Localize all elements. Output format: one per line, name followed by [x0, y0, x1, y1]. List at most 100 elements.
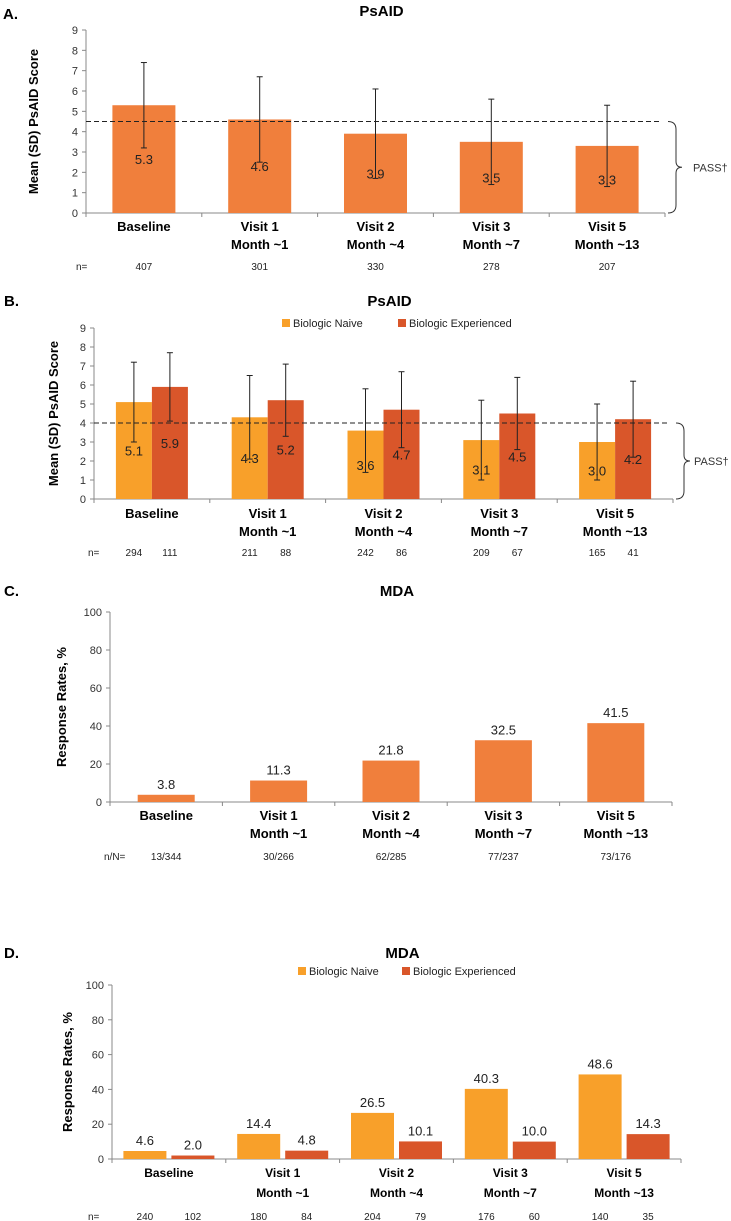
n-value: 30/266: [263, 852, 294, 863]
n-value: 13/344: [151, 852, 182, 863]
y-tick-label: 3: [80, 437, 86, 449]
y-tick-label: 7: [80, 361, 86, 373]
n-value: 407: [136, 262, 153, 273]
category-label: Month ~1: [256, 1186, 309, 1200]
y-tick-label: 100: [84, 607, 102, 619]
category-label: Month ~1: [231, 237, 288, 252]
y-tick-label: 80: [90, 645, 102, 657]
n-value: 207: [599, 262, 616, 273]
data-label: 3.9: [366, 166, 384, 181]
data-label: 3.6: [356, 458, 374, 473]
y-tick-label: 5: [72, 106, 78, 118]
pass-label: PASS†: [693, 162, 728, 174]
legend-label: Biologic Naive: [309, 966, 379, 978]
data-label: 14.3: [635, 1116, 660, 1131]
panel-letter: C.: [4, 583, 19, 600]
data-label: 4.6: [136, 1133, 154, 1148]
category-label: Month ~4: [347, 237, 405, 252]
data-label: 4.7: [392, 447, 410, 462]
n-value: 111: [162, 548, 178, 559]
y-tick-label: 80: [92, 1015, 104, 1027]
n-value: 301: [251, 262, 268, 273]
y-tick-label: 4: [72, 127, 78, 139]
y-tick-label: 8: [72, 45, 78, 57]
y-axis-label: Mean (SD) PsAID Score: [46, 341, 61, 486]
n-value: 79: [415, 1212, 427, 1221]
y-tick-label: 2: [72, 167, 78, 179]
y-tick-label: 20: [92, 1119, 104, 1131]
panel-letter: B.: [4, 293, 19, 310]
category-label: Month ~7: [484, 1186, 537, 1200]
n-value: 60: [529, 1212, 541, 1221]
y-tick-label: 1: [80, 475, 86, 487]
y-tick-label: 100: [86, 980, 104, 992]
category-label: Visit 3: [484, 808, 522, 823]
data-label: 14.4: [246, 1116, 271, 1131]
category-label: Month ~7: [475, 826, 532, 841]
n-value: 278: [483, 262, 500, 273]
legend-swatch: [398, 319, 406, 327]
y-tick-label: 1: [72, 188, 78, 200]
n-value: 102: [185, 1212, 202, 1221]
y-tick-label: 3: [72, 147, 78, 159]
data-label: 3.5: [482, 170, 500, 185]
category-label: Month ~7: [463, 237, 520, 252]
legend-swatch: [298, 967, 306, 975]
bar: [123, 1150, 167, 1159]
data-label: 48.6: [587, 1056, 612, 1071]
category-label: Month ~1: [250, 826, 307, 841]
n-value: 211: [242, 548, 258, 559]
data-label: 10.0: [522, 1124, 547, 1139]
n-value: 86: [396, 548, 408, 559]
data-label: 4.3: [241, 451, 259, 466]
bar: [362, 760, 420, 802]
n-row-prefix: n/N=: [104, 852, 126, 863]
y-tick-label: 0: [96, 797, 102, 809]
y-tick-label: 6: [80, 380, 86, 392]
n-value: 41: [628, 548, 640, 559]
n-value: 330: [367, 262, 384, 273]
category-label: Baseline: [125, 506, 178, 521]
bar: [464, 1088, 508, 1159]
category-label: Visit 5: [607, 1166, 642, 1180]
y-tick-label: 0: [80, 494, 86, 506]
y-axis-label: Response Rates, %: [60, 1012, 75, 1132]
n-value: 240: [137, 1212, 154, 1221]
n-value: 84: [301, 1212, 313, 1221]
y-tick-label: 2: [80, 456, 86, 468]
data-label: 5.2: [277, 443, 295, 458]
pass-brace: [667, 121, 683, 214]
y-tick-label: 8: [80, 342, 86, 354]
data-label: 4.6: [251, 159, 269, 174]
legend-swatch: [282, 319, 290, 327]
category-label: Visit 1: [260, 808, 298, 823]
category-label: Visit 2: [364, 506, 402, 521]
bar: [237, 1133, 281, 1159]
y-tick-label: 9: [72, 25, 78, 37]
y-axis-label: Mean (SD) PsAID Score: [26, 49, 41, 194]
data-label: 21.8: [378, 743, 403, 758]
bar: [351, 1112, 394, 1159]
y-tick-label: 5: [80, 399, 86, 411]
n-value: 294: [126, 548, 143, 559]
y-tick-label: 40: [92, 1084, 104, 1096]
y-tick-label: 40: [90, 721, 102, 733]
bar: [474, 740, 532, 802]
n-value: 242: [357, 548, 374, 559]
chart-title: PsAID: [359, 3, 403, 20]
legend-label: Biologic Naive: [293, 318, 363, 330]
data-label: 4.2: [624, 452, 642, 467]
bar: [171, 1155, 215, 1159]
n-row-prefix: n=: [76, 262, 88, 273]
bar: [512, 1141, 556, 1159]
data-label: 5.1: [125, 444, 143, 459]
data-label: 3.1: [472, 463, 490, 478]
category-label: Baseline: [139, 808, 192, 823]
y-tick-label: 4: [80, 418, 86, 430]
y-tick-label: 6: [72, 86, 78, 98]
y-tick-label: 0: [72, 208, 78, 220]
y-tick-label: 20: [90, 759, 102, 771]
data-label: 26.5: [360, 1095, 385, 1110]
category-label: Visit 5: [597, 808, 635, 823]
